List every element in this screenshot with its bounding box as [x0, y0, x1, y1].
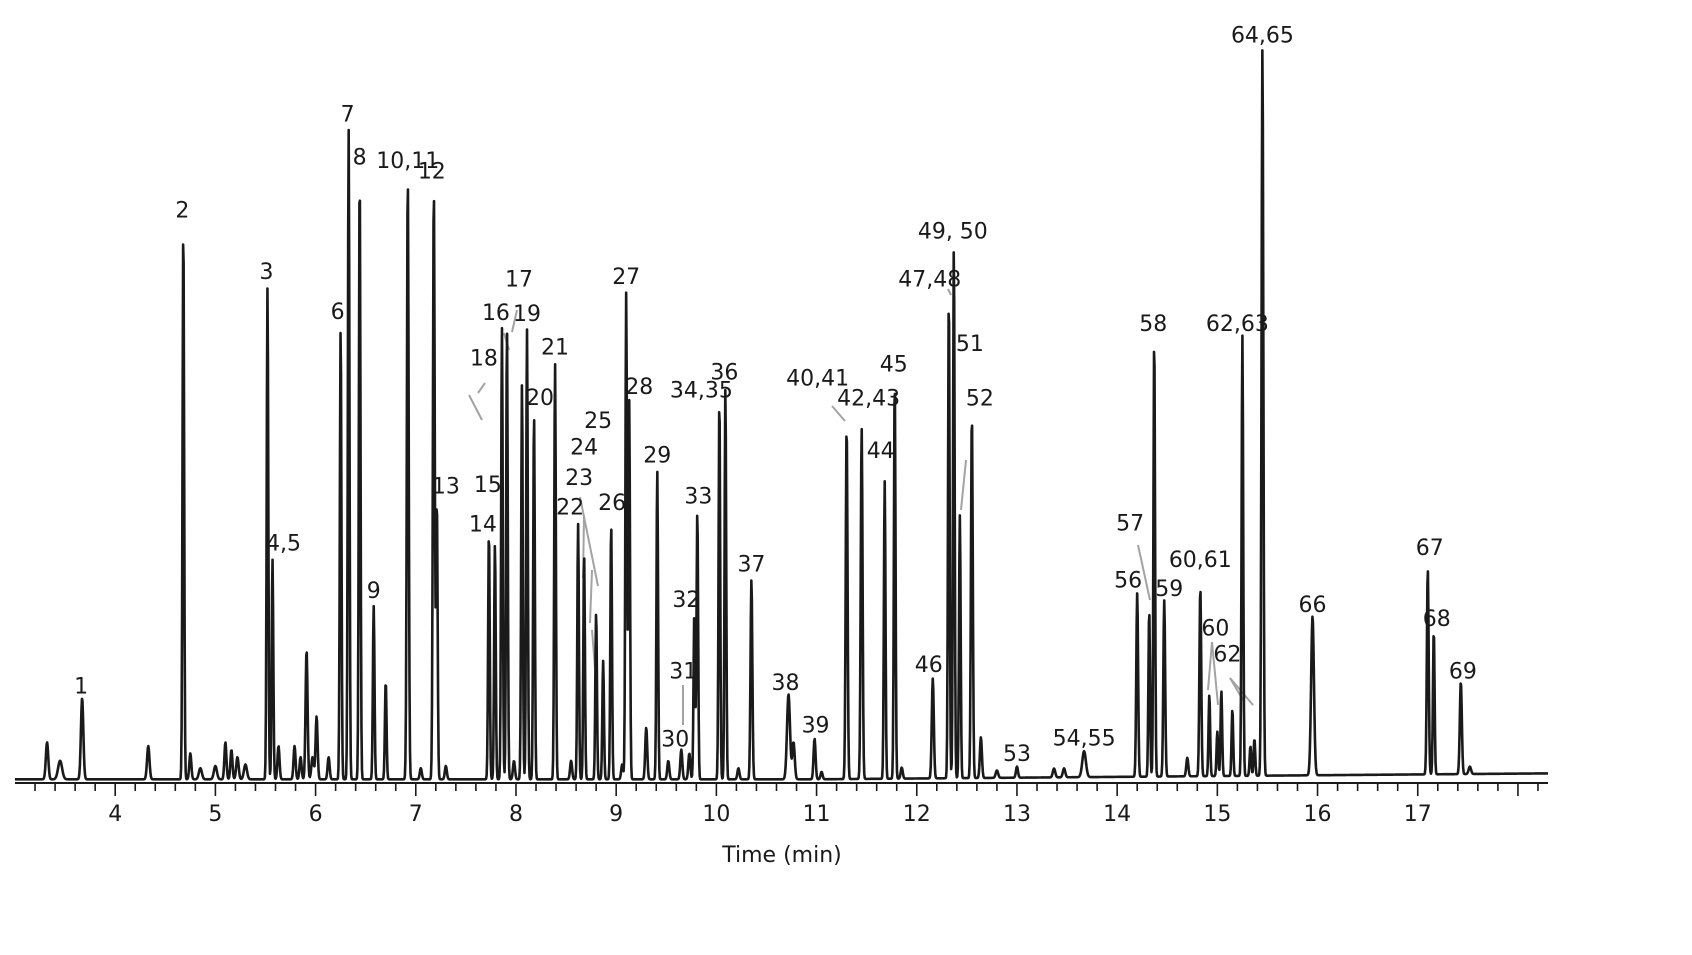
peak-label: 9 — [367, 579, 381, 604]
leader-line — [468, 394, 483, 421]
peak-label: 28 — [625, 375, 653, 400]
peak-label: 44 — [867, 439, 895, 464]
peak-label: 22 — [556, 495, 584, 520]
peak-label: 13 — [432, 475, 460, 500]
peak-label: 30 — [661, 728, 689, 753]
x-tick-label: 14 — [1103, 802, 1131, 827]
peak-label: 67 — [1416, 536, 1444, 561]
peak-label: 3 — [259, 260, 273, 285]
peak-label: 66 — [1299, 593, 1327, 618]
peak-label: 6 — [331, 300, 345, 325]
x-tick-label: 13 — [1003, 802, 1031, 827]
peak-label: 19 — [513, 302, 541, 327]
peak-label: 20 — [526, 386, 554, 411]
leader-line — [1207, 641, 1213, 691]
leader-line — [947, 288, 952, 296]
peak-label: 25 — [584, 409, 612, 434]
x-tick-label: 9 — [609, 802, 623, 827]
peak-label: 39 — [802, 714, 830, 739]
chromatogram-trace — [14, 49, 1549, 781]
peak-label: 23 — [565, 466, 593, 491]
leader-line — [579, 496, 599, 587]
x-tick-label: 12 — [903, 802, 931, 827]
leader-line — [960, 459, 967, 511]
peak-label: 27 — [612, 265, 640, 290]
peak-label: 59 — [1155, 577, 1183, 602]
peak-label: 31 — [669, 660, 697, 685]
peak-label: 34,35 — [670, 378, 733, 403]
x-tick-label: 17 — [1404, 802, 1432, 827]
x-tick-label: 7 — [409, 802, 423, 827]
x-tick-label: 4 — [108, 802, 122, 827]
peak-label: 1 — [74, 674, 88, 699]
peak-label: 42,43 — [837, 387, 900, 412]
peak-labels: 1234,5678910,111213141516171819202122232… — [74, 23, 1477, 767]
peak-label: 2 — [175, 199, 189, 224]
peak-label: 52 — [966, 387, 994, 412]
leader-line — [1211, 641, 1219, 706]
peak-label: 16 — [482, 301, 510, 326]
peak-label: 60,61 — [1169, 548, 1232, 573]
peak-label: 62,63 — [1206, 312, 1269, 337]
x-tick-label: 5 — [208, 802, 222, 827]
peak-label: 36 — [710, 361, 738, 386]
peak-label: 64,65 — [1231, 23, 1294, 48]
x-tick-label: 10 — [702, 802, 730, 827]
peak-label: 47,48 — [898, 267, 961, 292]
x-tick-label: 15 — [1203, 802, 1231, 827]
peak-label: 7 — [341, 102, 355, 127]
leader-line — [477, 382, 486, 394]
leader-line — [589, 569, 593, 624]
peak-label: 15 — [474, 473, 502, 498]
leader-line — [1137, 544, 1151, 601]
x-tick-label: 16 — [1304, 802, 1332, 827]
peak-label: 29 — [643, 444, 671, 469]
peak-label: 26 — [598, 491, 626, 516]
peak-label: 58 — [1139, 312, 1167, 337]
peak-label: 45 — [880, 353, 908, 378]
x-axis-title: Time (min) — [721, 843, 842, 868]
leader-line — [511, 309, 518, 333]
peak-label: 24 — [570, 435, 598, 460]
peak-label: 51 — [956, 332, 984, 357]
leader-line — [831, 405, 846, 422]
peak-label: 8 — [353, 145, 367, 170]
peak-label: 46 — [915, 653, 943, 678]
peak-label: 4,5 — [266, 532, 301, 557]
peak-label: 53 — [1003, 742, 1031, 767]
x-tick-label: 8 — [509, 802, 523, 827]
peak-label: 54,55 — [1053, 726, 1116, 751]
peak-label: 69 — [1449, 660, 1477, 685]
peak-label: 40,41 — [786, 367, 849, 392]
peak-label: 60 — [1201, 617, 1229, 642]
x-tick-label: 11 — [803, 802, 831, 827]
peak-label: 38 — [772, 671, 800, 696]
peak-label: 14 — [469, 512, 497, 537]
peak-label: 56 — [1114, 569, 1142, 594]
peak-label: 33 — [684, 484, 712, 509]
peak-label: 37 — [737, 552, 765, 577]
peak-label: 68 — [1423, 607, 1451, 632]
x-tick-label: 6 — [309, 802, 323, 827]
peak-label: 10,11 — [376, 149, 439, 174]
peak-label: 57 — [1116, 512, 1144, 537]
peak-label: 21 — [541, 336, 569, 361]
peak-label: 49, 50 — [918, 219, 988, 244]
peak-label: 12 — [418, 159, 446, 184]
peak-label: 17 — [505, 267, 533, 292]
peak-label: 32 — [672, 588, 700, 613]
peak-label: 18 — [470, 347, 498, 372]
x-axis-ticks: 4 5 6 7 8 9 10 11 12 13 14 15 16 17 — [34, 783, 1539, 827]
peak-label: 62 — [1213, 643, 1241, 668]
